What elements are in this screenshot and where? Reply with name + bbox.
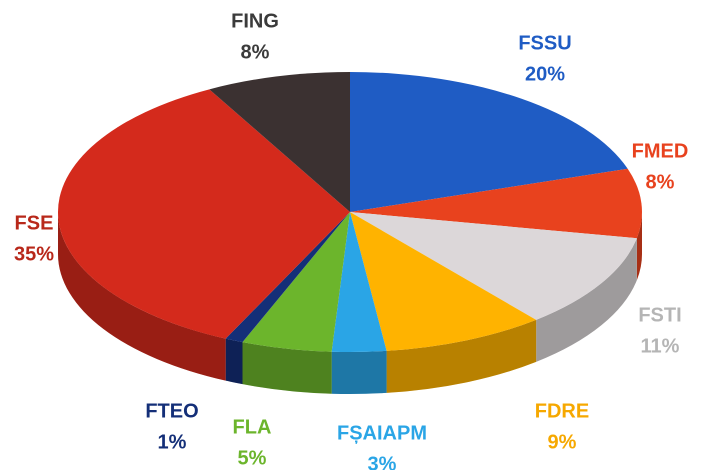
slice-side-shade bbox=[225, 338, 243, 385]
slice-value-label: 35% bbox=[14, 243, 54, 265]
slice-side-shade bbox=[242, 342, 332, 394]
slice bbox=[350, 72, 628, 212]
slice-value-label: 11% bbox=[641, 335, 680, 357]
slice bbox=[225, 212, 350, 343]
slice-side bbox=[242, 342, 332, 394]
slice-label: FSTI bbox=[638, 304, 681, 326]
slice-side-shade bbox=[58, 212, 226, 381]
slice-side bbox=[636, 212, 642, 281]
slice-side-shade bbox=[536, 238, 637, 362]
slice-side bbox=[536, 238, 637, 362]
slice bbox=[209, 72, 350, 212]
slice-label: FSSU bbox=[518, 32, 571, 54]
slice-label: FȘAIAPM bbox=[337, 422, 427, 444]
slice-label: FLA bbox=[233, 416, 272, 438]
slice-side bbox=[386, 319, 537, 393]
slice-value-label: 20% bbox=[525, 63, 565, 85]
slice bbox=[242, 212, 350, 352]
slice bbox=[350, 212, 637, 320]
slice-side-shade bbox=[331, 350, 387, 395]
slice-side-shade bbox=[386, 319, 537, 393]
slice-label: FING bbox=[231, 10, 279, 32]
slice-value-label: 3% bbox=[368, 453, 397, 470]
slice-label: FSE bbox=[15, 212, 54, 234]
slice-value-label: 1% bbox=[158, 431, 187, 453]
slice-side-shade bbox=[636, 212, 642, 281]
slice-side bbox=[225, 338, 243, 385]
slice-label: FTEO bbox=[145, 400, 198, 422]
slice-label: FDRE bbox=[535, 400, 589, 422]
slice bbox=[350, 212, 537, 351]
slice-side bbox=[331, 350, 387, 395]
slice-value-label: 9% bbox=[548, 431, 577, 453]
slice-label: FMED bbox=[632, 140, 689, 162]
slice bbox=[350, 168, 642, 239]
slice-side bbox=[58, 212, 226, 381]
slice-value-label: 5% bbox=[238, 447, 267, 469]
slice bbox=[331, 212, 387, 352]
slice-value-label: 8% bbox=[241, 41, 270, 63]
slice-value-label: 8% bbox=[646, 171, 675, 193]
slice bbox=[58, 89, 351, 339]
